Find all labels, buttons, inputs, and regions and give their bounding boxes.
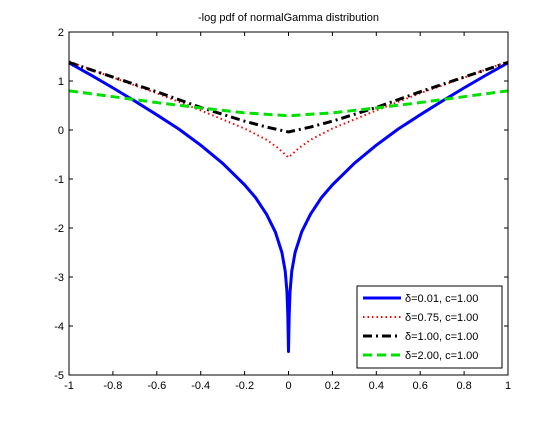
axis-ticks	[68, 31, 509, 376]
x-tick-label: 1	[505, 380, 511, 392]
y-tick-label: 2	[58, 27, 64, 39]
y-axis-tick-labels: -5 -4 -3 -2 -1 0 1 2	[54, 27, 64, 382]
x-tick-label: -1	[64, 380, 74, 392]
legend-label-2: δ=0.75, c=1.00	[405, 312, 478, 324]
x-tick-label: 0.8	[456, 380, 471, 392]
x-tick-label: 0.4	[369, 380, 384, 392]
series-line-3	[68, 60, 509, 134]
y-tick-label: -5	[54, 370, 64, 382]
x-tick-label: -0.4	[191, 380, 210, 392]
series-layer	[68, 60, 509, 353]
x-tick-label: -0.6	[147, 380, 166, 392]
x-tick-label: -0.2	[235, 380, 254, 392]
series-line-4	[68, 89, 509, 118]
y-tick-label: 0	[58, 125, 64, 137]
legend-label-1: δ=0.01, c=1.00	[405, 293, 478, 305]
chart-title: -log pdf of normalGamma distribution	[198, 12, 379, 24]
y-tick-label: -1	[54, 174, 64, 186]
y-tick-label: 1	[58, 76, 64, 88]
legend-label-4: δ=2.00, c=1.00	[405, 350, 478, 362]
x-axis-tick-labels: -1 -0.8 -0.6 -0.4 -0.2 0 0.2 0.4 0.6 0.8 1	[64, 380, 511, 392]
legend-label-3: δ=1.00, c=1.00	[405, 331, 478, 343]
series-line-2	[68, 60, 509, 159]
legend: δ=0.01, c=1.00 δ=0.75, c=1.00 δ=1.00, c=1.…	[356, 285, 503, 369]
x-tick-label: 0.2	[325, 380, 340, 392]
series-line-1	[68, 61, 509, 353]
x-tick-label: 0.6	[413, 380, 428, 392]
y-tick-label: -3	[54, 272, 64, 284]
x-tick-label: -0.8	[103, 380, 122, 392]
y-tick-label: -4	[54, 321, 64, 333]
y-tick-label: -2	[54, 223, 64, 235]
x-tick-label: 0	[285, 380, 291, 392]
